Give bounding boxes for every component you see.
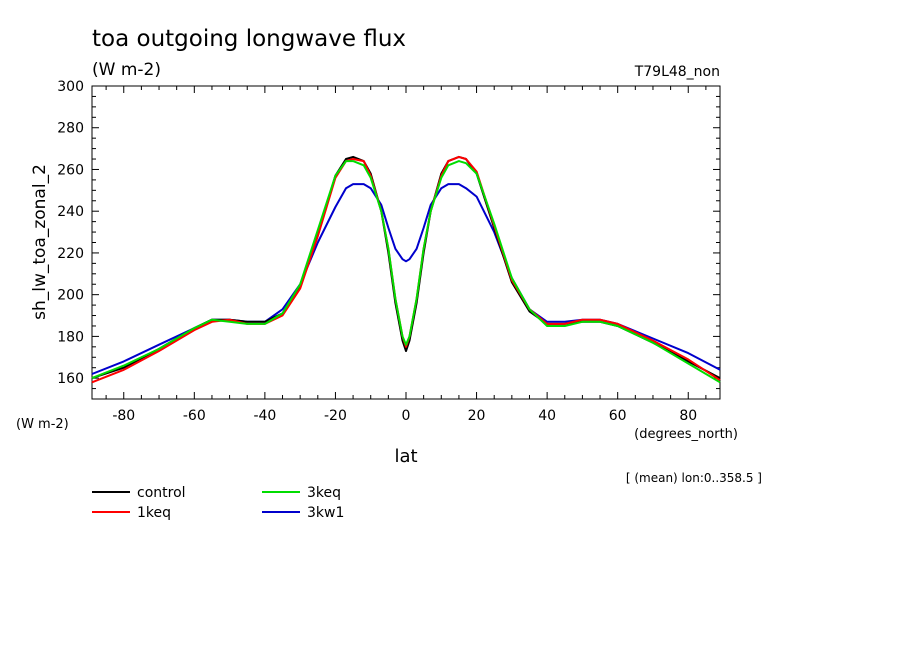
legend-label-1keq: 1keq bbox=[137, 505, 171, 521]
x-axis-units: (degrees_north) bbox=[634, 427, 738, 442]
x-axis-ticks: -80 -60 -40 -20 0 20 40 60 80 bbox=[112, 86, 697, 424]
legend-label-3keq: 3keq bbox=[307, 485, 341, 501]
x-tick-label: 0 bbox=[402, 408, 411, 424]
x-tick-label: -40 bbox=[253, 408, 276, 424]
x-tick-label: -80 bbox=[112, 408, 135, 424]
x-axis-label: lat bbox=[394, 446, 417, 467]
plot-frame bbox=[91, 85, 721, 400]
chart-title: toa outgoing longwave flux bbox=[92, 26, 406, 52]
x-tick-label: 80 bbox=[679, 408, 697, 424]
y-tick-label: 160 bbox=[57, 371, 84, 387]
x-tick-label: 60 bbox=[609, 408, 627, 424]
y-axis-label: sh_lw_toa_zonal_2 bbox=[30, 164, 50, 320]
legend: control 1keq 3keq 3kw1 bbox=[92, 485, 344, 521]
x-tick-label: -60 bbox=[183, 408, 206, 424]
y-axis-units: (W m-2) bbox=[16, 417, 69, 432]
series-line-3keq bbox=[91, 160, 721, 384]
legend-label-control: control bbox=[137, 485, 186, 501]
y-tick-label: 200 bbox=[57, 288, 84, 304]
x-tick-label: -20 bbox=[324, 408, 347, 424]
y-tick-label: 180 bbox=[57, 329, 84, 345]
legend-label-3kw1: 3kw1 bbox=[307, 505, 344, 521]
x-tick-label: 20 bbox=[468, 408, 486, 424]
x-tick-label: 40 bbox=[538, 408, 556, 424]
run-label: T79L48_non bbox=[634, 64, 720, 80]
series-lines bbox=[91, 155, 721, 384]
y-tick-label: 300 bbox=[57, 79, 84, 95]
y-tick-label: 220 bbox=[57, 246, 84, 262]
minor-ticks bbox=[92, 86, 720, 399]
y-tick-label: 240 bbox=[57, 204, 84, 220]
y-tick-label: 280 bbox=[57, 121, 84, 137]
y-axis-ticks: 160 180 200 220 240 260 280 300 bbox=[57, 79, 720, 387]
footnote: [ (mean) lon:0..358.5 ] bbox=[626, 471, 762, 485]
chart-subtitle: (W m-2) bbox=[92, 60, 161, 80]
plot-area: -80 -60 -40 -20 0 20 40 60 80 160 180 200 220 240 260… bbox=[57, 79, 721, 424]
y-tick-label: 260 bbox=[57, 162, 84, 178]
